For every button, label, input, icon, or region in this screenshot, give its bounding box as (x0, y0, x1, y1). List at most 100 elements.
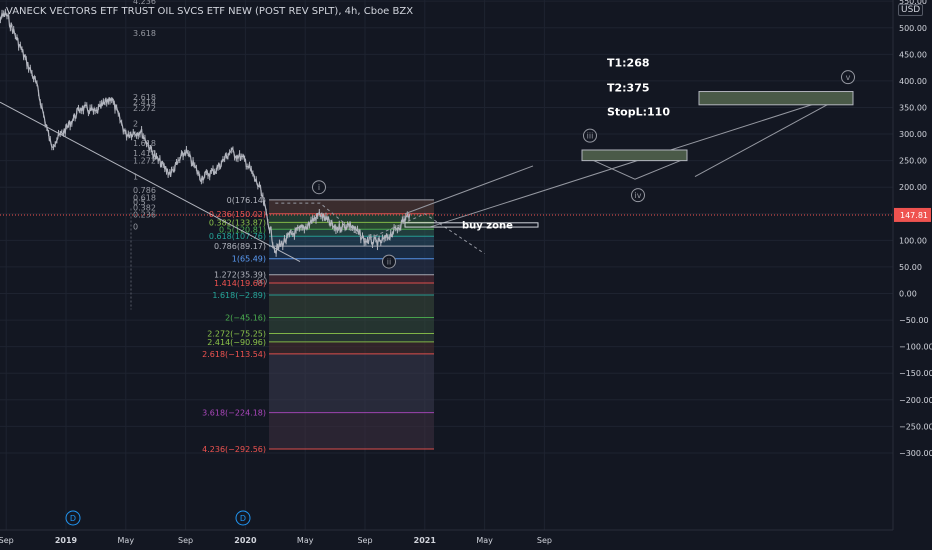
fib-left-label: 4.236 (133, 0, 156, 6)
wave-label: iv (635, 191, 642, 200)
fib-left-label: 0.382 (133, 203, 156, 212)
fib-left-label: 1.414 (133, 149, 156, 158)
fib-level-label: 1.618(−2.89) (212, 291, 266, 300)
fib-band (269, 246, 434, 259)
fib-level-label: 2.272(−75.25) (207, 329, 266, 338)
y-axis-tick: 550.00 (899, 0, 927, 6)
fib-band (269, 341, 434, 354)
fib-level-label: 0(176.14) (227, 196, 266, 205)
fib-left-label: 2 (133, 119, 138, 128)
chart-title: VANECK VECTORS ETF TRUST OIL SVCS ETF NE… (6, 6, 414, 17)
y-axis-tick: −250.00 (899, 422, 932, 431)
x-axis-tick: 2020 (234, 536, 257, 545)
projection-arrow-1 (404, 165, 534, 215)
y-axis-tick: 100.00 (899, 236, 927, 245)
fib-level-label: 1.272(35.39) (214, 271, 266, 280)
y-axis-tick: 50.00 (899, 263, 922, 272)
projection-arrow-3 (694, 100, 835, 178)
y-axis-tick: −300.00 (899, 449, 932, 458)
fib-left-label: 2.618 (133, 93, 156, 102)
y-axis-tick: 450.00 (899, 50, 927, 59)
fib-level-label: 2(−45.16) (225, 314, 266, 323)
fib-band (269, 199, 434, 214)
wave-label-circle (312, 180, 326, 195)
currency-badge[interactable]: USD (898, 4, 924, 16)
dividend-marker: D (240, 514, 246, 523)
dividend-marker-circle (235, 510, 251, 526)
wave-label-circle (631, 188, 645, 203)
wave-label-circle (382, 254, 396, 269)
fib-band (269, 222, 434, 230)
fib-level-label: 0.618(107.76) (209, 232, 266, 241)
y-axis-tick: 400.00 (899, 77, 927, 86)
fib-band (269, 353, 434, 413)
fib-level-label: 2.618(−113.54) (202, 350, 266, 359)
y-axis-tick: −200.00 (899, 396, 932, 405)
fib-band (269, 283, 434, 296)
fib-level-label: 0.236(150.02) (209, 210, 266, 219)
x-axis-tick: May (297, 536, 314, 545)
x-axis-tick: Sep (0, 536, 14, 545)
y-axis-tick: −100.00 (899, 343, 932, 352)
y-axis-tick: 300.00 (899, 130, 927, 139)
fib-band (269, 317, 434, 334)
fib-band (269, 229, 434, 237)
fib-left-label: 1.618 (133, 139, 156, 148)
y-axis-tick: −150.00 (899, 369, 932, 378)
fib-level-label: 0.382(133.87) (209, 218, 266, 227)
dividend-marker: D (70, 514, 76, 523)
fib-left-label: 1.272 (133, 157, 156, 166)
y-axis-tick: −50.00 (899, 316, 929, 325)
wave-label: (c) (257, 277, 268, 286)
fib-left-label: 0.618 (133, 193, 156, 202)
buy-zone-label: buy zone (462, 220, 513, 231)
wave-iii-iv (581, 154, 688, 180)
fib-level-label: 0.786(89.17) (214, 242, 266, 251)
fib-left-label: 1 (133, 173, 138, 182)
x-axis-tick: Sep (357, 536, 372, 545)
y-axis-tick: 500.00 (899, 24, 927, 33)
target-label: T1:268 (607, 57, 650, 70)
fib-band (269, 236, 434, 247)
last-price-badge (894, 207, 931, 222)
y-axis-tick: 250.00 (899, 157, 927, 166)
fib-level-label: 0.5(120.81) (219, 225, 266, 234)
x-axis-tick: Sep (178, 536, 193, 545)
fib-band (269, 412, 434, 449)
y-axis-tick: 0.00 (899, 290, 917, 299)
fib-band (269, 333, 434, 342)
fib-level-label: 1(65.49) (232, 255, 266, 264)
y-axis-panel (893, 0, 932, 550)
target-label: StopL:110 (607, 105, 670, 118)
fib-left-label: 0.5 (133, 198, 146, 207)
fib-band (269, 274, 434, 284)
fib-band (269, 258, 434, 275)
wave-label-circle (841, 70, 855, 85)
fib-left-label: 2.414 (133, 98, 156, 107)
fib-level-label: 2.414(−90.96) (207, 338, 266, 347)
last-price-label: 147.81 (900, 211, 928, 220)
fib-level-label: 1.414(19.68) (214, 279, 266, 288)
fib-left-label: 0 (133, 223, 138, 232)
price-series-line (0, 11, 411, 255)
wave-label: i (318, 183, 320, 192)
x-axis-tick: May (118, 536, 135, 545)
fib-level-label: 4.236(−292.56) (202, 445, 266, 454)
wave-label-circle (583, 128, 597, 143)
trendline (0, 101, 301, 263)
y-axis-tick: 350.00 (899, 103, 927, 112)
fib-band (269, 213, 434, 223)
fib-left-label: 0.786 (133, 186, 156, 195)
fib-band (269, 295, 434, 318)
x-axis-tick: May (476, 536, 493, 545)
fib-level-label: 3.618(−224.18) (202, 409, 266, 418)
fib-left-label: 3.618 (133, 29, 156, 38)
fib-left-label: 2.272 (133, 104, 156, 113)
wave-label: v (846, 73, 851, 82)
wave-label: ii (387, 258, 391, 267)
wave-label: iii (587, 132, 594, 141)
target-zone-2 (698, 91, 854, 106)
x-axis-tick: 2021 (414, 536, 437, 545)
